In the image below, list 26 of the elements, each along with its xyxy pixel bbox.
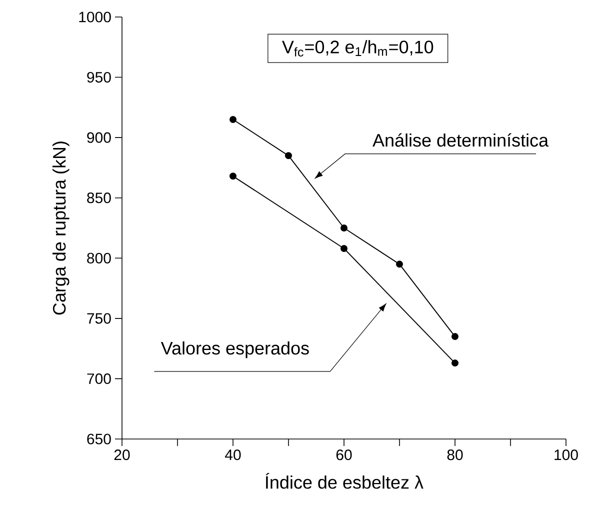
y-tick-label: 850 bbox=[87, 192, 111, 204]
x-tick-label: 60 bbox=[336, 450, 352, 460]
point bbox=[285, 152, 292, 160]
annotation: Análise determinística bbox=[372, 133, 549, 147]
point bbox=[451, 333, 458, 340]
point bbox=[230, 172, 236, 180]
point bbox=[230, 116, 236, 123]
x-tick-label: 40 bbox=[225, 450, 241, 460]
point bbox=[340, 244, 348, 252]
y-tick-label: 700 bbox=[87, 373, 111, 384]
point bbox=[340, 224, 348, 232]
point bbox=[396, 260, 403, 268]
y-tick-label: 800 bbox=[87, 252, 111, 264]
x-tick-label: 20 bbox=[114, 450, 130, 460]
x-tick-label: 100 bbox=[554, 450, 578, 460]
x-axis-title: Índice de esbeltez λ bbox=[266, 472, 424, 489]
annotation: Valores esperados bbox=[160, 341, 309, 358]
y-axis-title: Carga de ruptura (kN) bbox=[52, 142, 70, 315]
point bbox=[451, 360, 458, 367]
y-tick-label: 1000 bbox=[79, 12, 111, 22]
x-tick-label: 80 bbox=[447, 450, 463, 460]
y-tick-label: 950 bbox=[87, 72, 111, 83]
y-tick-label: 900 bbox=[87, 132, 111, 143]
y-tick-label: 750 bbox=[87, 313, 111, 324]
annotation: V$_{fc}$=0,2 e$_{1}$/h$_{m}$=0,10 bbox=[282, 40, 434, 57]
y-tick-label: 650 bbox=[87, 434, 111, 444]
